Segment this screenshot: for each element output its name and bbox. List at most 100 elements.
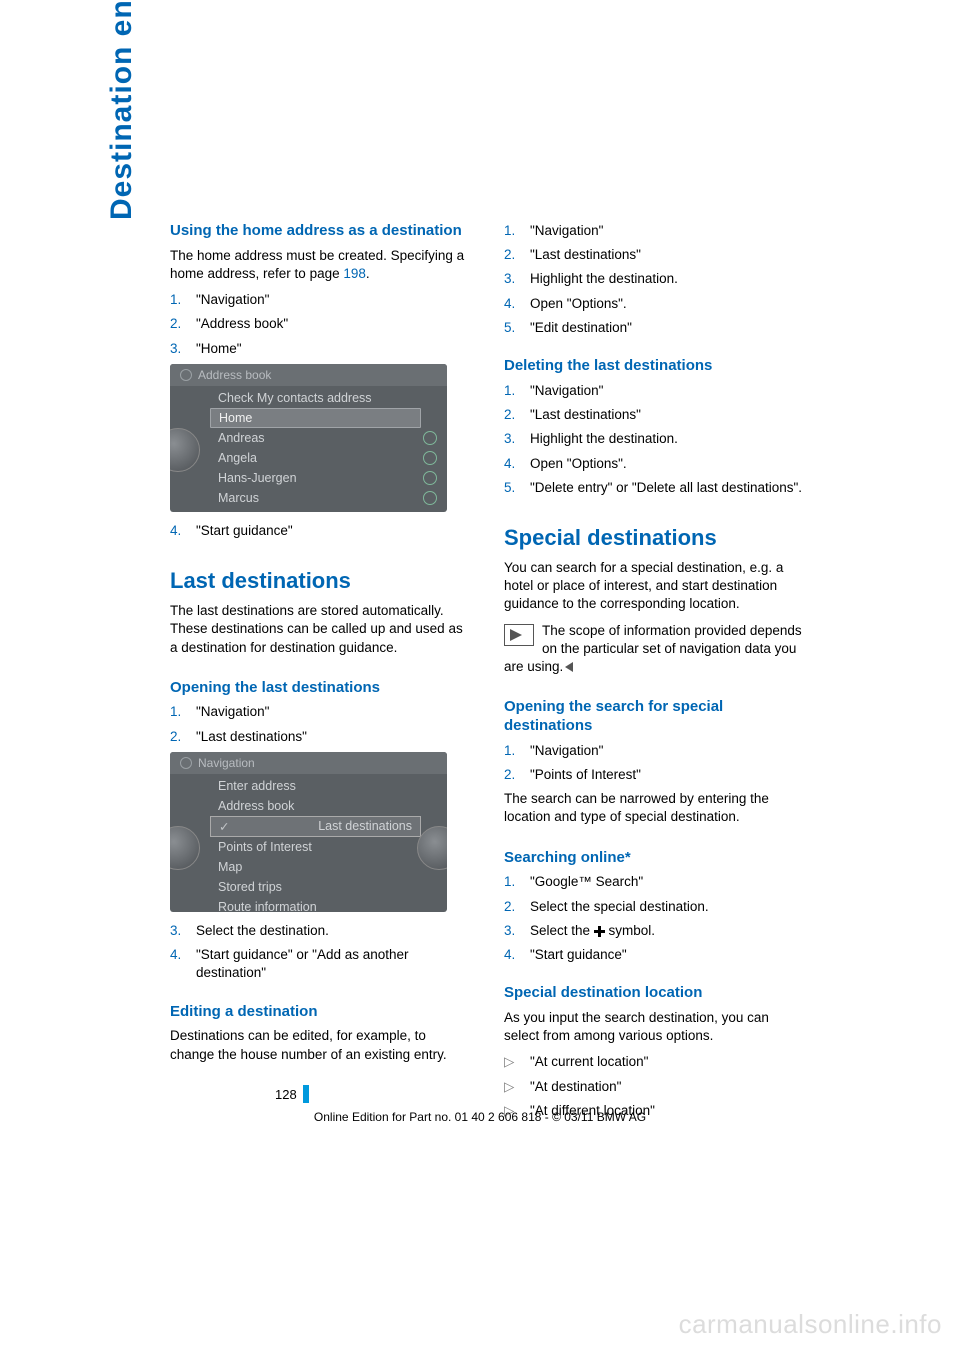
step-text: "Navigation" <box>530 382 804 400</box>
step-text: Select the destination. <box>196 922 470 940</box>
list-item: 1."Navigation" <box>170 291 470 309</box>
heading-deleting-last: Deleting the last destinations <box>504 357 804 376</box>
step-number: 3. <box>170 922 196 940</box>
screenshot-row-selected: ✓Last destinations <box>210 816 421 837</box>
refresh-icon <box>180 369 192 381</box>
step-text: "Start guidance" <box>196 522 470 540</box>
screenshot-header: Navigation <box>170 752 447 774</box>
step-text: "Points of Interest" <box>530 766 804 784</box>
screenshot-address-book: Address book Check My contacts address H… <box>170 364 447 512</box>
open-search-steps: 1."Navigation" 2."Points of Interest" <box>504 742 804 784</box>
list-item: ▷"At current location" <box>504 1053 804 1071</box>
screenshot-row: Marcus <box>170 488 447 508</box>
list-item: 3.Select the destination. <box>170 922 470 940</box>
screenshot-row: Address book <box>170 796 447 816</box>
list-item: 2."Last destinations" <box>504 406 804 424</box>
open-last-steps-cont: 3.Select the destination. 4."Start guida… <box>170 922 470 983</box>
step-number: 1. <box>170 291 196 309</box>
side-tab-title: Destination entry <box>105 0 139 220</box>
heading-searching-online: Searching online* <box>504 849 804 868</box>
edit-steps-list: 1."Navigation" 2."Last destinations" 3.H… <box>504 222 804 337</box>
step-text: "Google™ Search" <box>530 873 804 891</box>
list-item: 4."Start guidance" <box>170 522 470 540</box>
screenshot-body: Check My contacts address Home Andreas A… <box>170 386 447 512</box>
item-text: "At current location" <box>530 1053 648 1071</box>
step-text: "Address book" <box>196 315 470 333</box>
para-home-address: The home address must be created. Specif… <box>170 247 470 283</box>
list-item: 1."Navigation" <box>170 703 470 721</box>
step-text: Highlight the destination. <box>530 270 804 288</box>
heading-home-address: Using the home address as a destination <box>170 222 470 241</box>
heading-special-destinations: Special destinations <box>504 525 804 551</box>
screenshot-body: Enter address Address book ✓Last destina… <box>170 774 447 912</box>
list-item: 1."Navigation" <box>504 222 804 240</box>
list-item: 2."Last destinations" <box>170 728 470 746</box>
screenshot-row: Route information <box>170 897 447 912</box>
contact-icon <box>423 451 437 465</box>
screenshot-row: Andreas <box>170 428 447 448</box>
list-item: 2.Select the special destination. <box>504 898 804 916</box>
para-special-location: As you input the search destination, you… <box>504 1009 804 1045</box>
step-number: 2. <box>504 766 530 784</box>
screenshot-navigation: Navigation Enter address Address book ✓L… <box>170 752 447 912</box>
footer-text: Online Edition for Part no. 01 40 2 606 … <box>0 1110 960 1124</box>
list-item: 3.Highlight the destination. <box>504 430 804 448</box>
step-number: 1. <box>504 873 530 891</box>
step-number: 4. <box>504 455 530 473</box>
step-text: Select the special destination. <box>530 898 804 916</box>
text: The home address must be created. Specif… <box>170 248 464 281</box>
watermark: carmanualsonline.info <box>679 1309 942 1340</box>
screenshot-title: Navigation <box>198 756 255 770</box>
step-number: 1. <box>504 742 530 760</box>
screenshot-row: Map <box>170 857 447 877</box>
list-item: 2."Points of Interest" <box>504 766 804 784</box>
list-item: 4.Open "Options". <box>504 455 804 473</box>
list-item: 4."Start guidance" or "Add as another de… <box>170 946 470 982</box>
nav-icon <box>180 757 192 769</box>
list-item: ▷"At destination" <box>504 1078 804 1096</box>
step-text: "Edit destination" <box>530 319 804 337</box>
heading-opening-last: Opening the last destinations <box>170 679 470 698</box>
step-text: "Navigation" <box>530 742 804 760</box>
screenshot-row: Hans-Juergen <box>170 468 447 488</box>
row-text: Last destinations <box>318 819 412 833</box>
step-text: Open "Options". <box>530 455 804 473</box>
list-item: 3.Select the symbol. <box>504 922 804 940</box>
step-number: 3. <box>504 922 530 940</box>
step-number: 3. <box>504 270 530 288</box>
list-item: 4.Open "Options". <box>504 295 804 313</box>
para-last-destinations: The last destinations are stored automat… <box>170 602 470 657</box>
page-number-block: 128 <box>275 1085 309 1103</box>
step-number: 4. <box>170 522 196 540</box>
list-item: 1."Google™ Search" <box>504 873 804 891</box>
screenshot-row: Enter address <box>170 776 447 796</box>
list-item: 5."Delete entry" or "Delete all last des… <box>504 479 804 497</box>
bullet-icon: ▷ <box>504 1078 530 1096</box>
page-number: 128 <box>275 1087 297 1102</box>
step-text: "Last destinations" <box>530 406 804 424</box>
left-column: Using the home address as a destination … <box>170 222 470 1126</box>
step-number: 2. <box>170 315 196 333</box>
screenshot-header: Address book <box>170 364 447 386</box>
step-number: 2. <box>170 728 196 746</box>
delete-steps-list: 1."Navigation" 2."Last destinations" 3.H… <box>504 382 804 497</box>
step-text: "Start guidance" or "Add as another dest… <box>196 946 470 982</box>
step-text: "Navigation" <box>196 291 470 309</box>
step-number: 5. <box>504 479 530 497</box>
step-number: 4. <box>504 946 530 964</box>
page-number-bar <box>303 1085 309 1103</box>
note-text: The scope of information provided depend… <box>504 623 802 674</box>
row-text: Marcus <box>218 491 259 505</box>
item-text: "At destination" <box>530 1078 621 1096</box>
screenshot-row: Stored trips <box>170 877 447 897</box>
para-special-destinations: You can search for a special destination… <box>504 559 804 614</box>
text: symbol. <box>605 923 655 938</box>
para-editing-destination: Destinations can be edited, for example,… <box>170 1027 470 1063</box>
step-number: 1. <box>170 703 196 721</box>
note-icon <box>504 624 534 646</box>
list-item: 4."Start guidance" <box>504 946 804 964</box>
page-link-198[interactable]: 198 <box>343 266 366 281</box>
step-number: 2. <box>504 898 530 916</box>
step-number: 2. <box>504 406 530 424</box>
list-item: 1."Navigation" <box>504 382 804 400</box>
